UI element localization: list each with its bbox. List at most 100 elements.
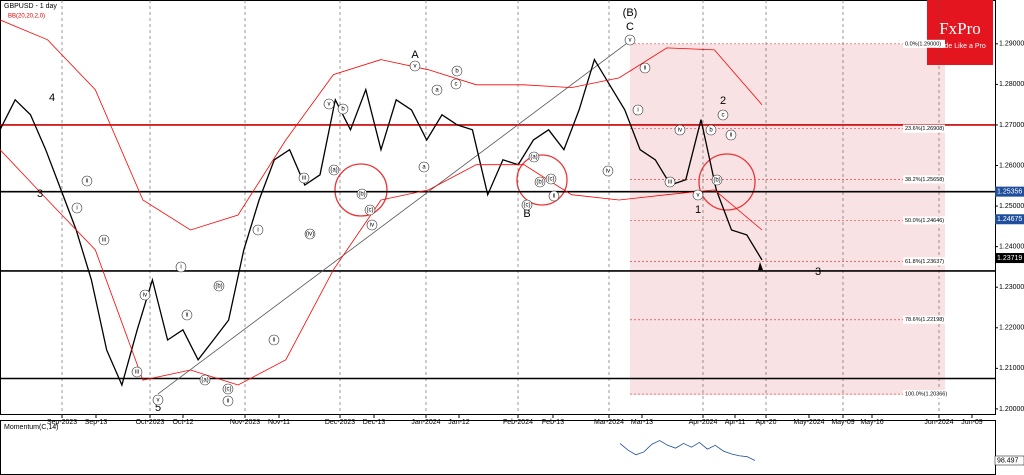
plot-frame bbox=[0, 0, 996, 415]
momentum-label-bg bbox=[994, 455, 1024, 466]
wave-label: 2 bbox=[720, 95, 726, 107]
wave-label: ii bbox=[227, 399, 230, 405]
wave-circle bbox=[624, 34, 636, 46]
wave-circle bbox=[268, 334, 280, 346]
wave-label: 3 bbox=[815, 266, 821, 278]
arrow bbox=[758, 262, 763, 270]
wave-label: ii bbox=[186, 313, 189, 319]
wave-label: a bbox=[422, 165, 426, 171]
wave-label: iv bbox=[370, 223, 374, 229]
wave-circle bbox=[139, 289, 151, 301]
wave-circle bbox=[81, 175, 93, 187]
wave-label: v bbox=[328, 102, 331, 108]
x-tick-label: Feb-2024 bbox=[503, 419, 533, 426]
x-tick-label: Jun-2024 bbox=[924, 419, 953, 426]
fib-label-bg bbox=[903, 390, 945, 399]
wave-circle bbox=[431, 84, 443, 96]
wave-label: iv bbox=[606, 169, 610, 175]
x-tick-label: Mar-2024 bbox=[594, 419, 624, 426]
wave-label: (c) bbox=[548, 177, 555, 183]
wave-label: ii bbox=[273, 338, 276, 344]
price-label-bg bbox=[995, 186, 1024, 197]
x-tick-label: Mar-13 bbox=[631, 419, 653, 426]
y-tick-label: 1.28000 bbox=[999, 81, 1024, 88]
fib-label: 100.0%(1.20366) bbox=[905, 392, 947, 398]
wave-circle bbox=[298, 172, 310, 184]
fib-label: 0.0%(1.29000) bbox=[905, 41, 941, 47]
y-tick-label: 1.26000 bbox=[999, 162, 1024, 169]
wave-label: iii bbox=[102, 238, 106, 244]
x-tick-label: Nov-2023 bbox=[230, 419, 260, 426]
wave-label: v bbox=[157, 398, 160, 404]
wave-label: v bbox=[697, 193, 700, 199]
wave-label: ii bbox=[644, 66, 647, 72]
x-tick-label: Sep-13 bbox=[85, 419, 108, 426]
wave-circle bbox=[323, 98, 335, 110]
wave-label: 4 bbox=[49, 92, 55, 104]
fib-label: 61.8%(1.23637) bbox=[905, 259, 944, 265]
wave-label: ii bbox=[730, 133, 733, 139]
wave-circle bbox=[252, 224, 264, 236]
wave-label: b bbox=[709, 128, 713, 134]
wave-label: (a) bbox=[330, 168, 337, 174]
x-tick-label: Jun-09 bbox=[961, 419, 983, 426]
price-label: 1.23719 bbox=[997, 255, 1022, 262]
x-tick-label: Oct-12 bbox=[172, 419, 193, 426]
wave-circle bbox=[705, 124, 717, 136]
y-tick-label: 1.29000 bbox=[999, 41, 1024, 48]
wave-label: c bbox=[722, 113, 725, 119]
x-tick-label: Jan-12 bbox=[448, 419, 470, 426]
wave-label: (B) bbox=[623, 7, 638, 19]
x-tick-label: Apr-20 bbox=[755, 419, 776, 426]
wave-label: ii bbox=[553, 194, 556, 200]
wave-label: i bbox=[637, 108, 638, 114]
x-tick-label: Dec-13 bbox=[363, 419, 386, 426]
fib-label: 38.2%(1.25658) bbox=[905, 177, 944, 183]
wave-label: A bbox=[411, 49, 419, 61]
fib-label: 78.6%(1.22198) bbox=[905, 317, 944, 323]
logo bbox=[927, 0, 993, 65]
wave-circle bbox=[545, 173, 557, 185]
wave-circle bbox=[98, 234, 110, 246]
wave-label: (c) bbox=[524, 203, 531, 209]
wave-label: 5 bbox=[155, 402, 161, 414]
y-tick-label: 1.25000 bbox=[999, 203, 1024, 210]
price-label: 1.25356 bbox=[997, 188, 1022, 195]
wave-label: (b) bbox=[358, 192, 365, 198]
wave-label: iii bbox=[135, 370, 139, 376]
wave-label: (a) bbox=[530, 155, 537, 161]
wave-label: (iv) bbox=[306, 232, 314, 238]
fib-label-bg bbox=[903, 39, 945, 48]
wave-circle bbox=[337, 103, 349, 115]
y-tick-label: 1.23000 bbox=[999, 284, 1024, 291]
x-tick-label: May-09 bbox=[831, 419, 854, 426]
chart-subtitle: BB(20,20,2,0) bbox=[8, 14, 45, 20]
logo-tagline: Trade Like a Pro bbox=[934, 43, 986, 50]
wave-label: ii bbox=[86, 179, 89, 185]
wave-label: (c) bbox=[225, 387, 232, 393]
wave-circle bbox=[639, 62, 651, 74]
fib-label-bg bbox=[903, 257, 945, 266]
wave-circle bbox=[548, 190, 560, 202]
wave-circle bbox=[152, 394, 164, 406]
wave-circle bbox=[71, 202, 83, 214]
momentum-title: Momentum(C,14) bbox=[4, 424, 58, 431]
wave-circle bbox=[222, 383, 234, 395]
bollinger-band bbox=[0, 19, 763, 231]
wave-circle bbox=[213, 280, 225, 292]
price-label: 1.24675 bbox=[997, 216, 1022, 223]
y-tick-label: 1.22000 bbox=[999, 325, 1024, 332]
wave-circle bbox=[692, 189, 704, 201]
bollinger-band bbox=[0, 149, 763, 386]
fib-label: 50.0%(1.24646) bbox=[905, 218, 944, 224]
wave-circle bbox=[602, 165, 614, 177]
fib-label-bg bbox=[903, 216, 945, 225]
y-tick-label: 1.27000 bbox=[999, 122, 1024, 129]
wave-circle bbox=[364, 204, 376, 216]
wave-circle bbox=[366, 219, 378, 231]
fib-label-bg bbox=[903, 124, 945, 133]
wave-circle bbox=[356, 188, 368, 200]
trendline bbox=[157, 40, 631, 395]
wave-circle bbox=[664, 176, 676, 188]
